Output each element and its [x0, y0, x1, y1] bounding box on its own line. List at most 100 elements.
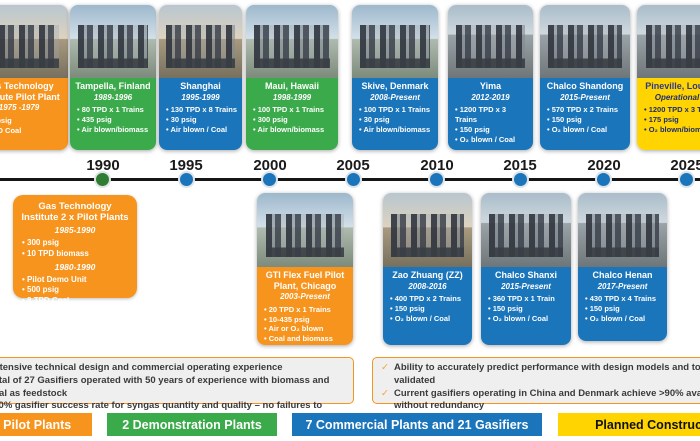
plant-spec: 400 TPD x 2 Trains [388, 294, 467, 304]
plant-spec: 435 psig [75, 115, 151, 125]
timeline-year: 2005 [336, 157, 370, 174]
plant-dates: 1989-1996 [93, 92, 133, 102]
plant-spec: Pilot Demo Unit [20, 275, 130, 286]
plant-name: Gas Technology Institute Pilot Plant [0, 81, 60, 102]
plant-name: Gas Technology Institute 2 x Pilot Plant… [21, 201, 129, 224]
plant-card-gti-2x-pilot: Gas Technology Institute 2 x Pilot Plant… [13, 195, 137, 305]
timeline-year: 2025 [670, 157, 700, 174]
plant-spec: O₂ blown/biomass [642, 125, 700, 135]
plant-spec: 300 psig [251, 115, 333, 125]
plant-spec: 8 TPD Coal [0, 126, 63, 136]
plant-card-gti-pilot: Gas Technology Institute Pilot Plant 197… [0, 5, 68, 150]
timeline-year: 2010 [420, 157, 454, 174]
plant-photo [481, 193, 571, 267]
timeline-dot-2000 [261, 171, 278, 188]
plant-card-zao-zhuang: Zao Zhuang (ZZ) 2008-2016 400 TPD x 2 Tr… [383, 193, 472, 345]
plant-photo [246, 5, 338, 78]
plant-spec: 80 TPD x 1 Trains [75, 105, 151, 115]
plant-spec: 430 TPD x 4 Trains [583, 294, 662, 304]
plant-spec: 30 psig [357, 115, 433, 125]
plant-dates: 2008-Present [370, 92, 420, 102]
plant-spec: 150 psig [583, 304, 662, 314]
plant-photo [257, 193, 353, 267]
note-line: ✓ Ability to accurately predict performa… [381, 362, 700, 388]
plant-dates: Operational 2021 [654, 92, 700, 102]
plant-dates: 2012-2019 [471, 92, 510, 102]
plant-spec: 570 TPD x 2 Trains [545, 105, 625, 115]
timeline-dot-2020 [595, 171, 612, 188]
plant-name: Tampella, Finland [75, 81, 151, 91]
plant-spec: 1200 TPD x 3 Trains [453, 105, 528, 125]
plant-spec: 360 TPD x 1 Train [486, 294, 566, 304]
plant-dates: 1975 -1979 [0, 103, 40, 113]
legend-demonstration-plants: 2 Demonstration Plants [107, 413, 277, 436]
plant-name: Chalco Henan [592, 270, 653, 280]
plant-spec: Coal and biomass [262, 334, 348, 344]
timeline-dot-2010 [428, 171, 445, 188]
plant-spec: 8 TPD Coal [20, 296, 130, 307]
plant-card-shanghai: Shanghai 1995-1999 130 TPD x 8 Trains 30… [159, 5, 242, 150]
legend-planned-construction: Planned Construction [558, 413, 700, 436]
plant-photo [352, 5, 438, 78]
plant-card-gti-flex-fuel: GTI Flex Fuel Pilot Plant, Chicago 2003-… [257, 193, 353, 345]
plant-dates: 2015-Present [560, 92, 610, 102]
plant-spec: 100 TPD x 1 Trains [357, 105, 433, 115]
plant-spec: 30 psig [164, 115, 237, 125]
plant-spec: 175 psig [642, 115, 700, 125]
plant-dates: 2003-Present [280, 292, 330, 302]
plant-dates: 1995-1999 [181, 92, 220, 102]
plant-card-yima: Yima 2012-2019 1200 TPD x 3 Trains 150 p… [448, 5, 533, 150]
timeline-year: 2000 [253, 157, 287, 174]
timeline-dot-2025 [678, 171, 695, 188]
plant-card-pineville: Pineville, Louisiana Operational 2021 12… [637, 5, 700, 150]
legend-pilot-plants: 4 Pilot Plants [0, 413, 92, 436]
check-icon: ✓ [381, 387, 389, 399]
note-text: Extensive technical design and commercia… [0, 362, 283, 373]
plant-dates: 1985-1990 [54, 225, 96, 236]
plant-photo [0, 5, 68, 78]
plant-photo [448, 5, 533, 78]
plant-dates: 2017-Present [597, 281, 648, 291]
timeline-year: 2020 [587, 157, 621, 174]
note-text: Total of 27 Gasifiers operated with 50 y… [0, 374, 330, 399]
timeline-year: 2015 [503, 157, 537, 174]
plant-photo [159, 5, 242, 78]
plant-spec: 150 psig [453, 125, 528, 135]
plant-card-skive: Skive, Denmark 2008-Present 100 TPD x 1 … [352, 5, 438, 150]
plant-photo [637, 5, 700, 78]
plant-spec: 150 psig [545, 115, 625, 125]
plant-spec: 500 psig [20, 285, 130, 296]
plant-name: Shanghai [180, 81, 221, 91]
timeline-dot-2015 [512, 171, 529, 188]
timeline-year: 1995 [169, 157, 203, 174]
plant-name: Zao Zhuang (ZZ) [392, 270, 463, 280]
note-line: ✓ Extensive technical design and commerc… [0, 362, 345, 375]
plant-spec: O₂ blown / Coal [453, 135, 528, 145]
plant-spec: Air blown/biomass [75, 125, 151, 135]
plant-spec: O₂ blown / Coal [583, 314, 662, 324]
note-line: ✓ Total of 27 Gasifiers operated with 50… [0, 375, 345, 401]
plant-name: Chalco Shanxi [494, 270, 557, 280]
plant-spec: 300 psig [20, 238, 130, 249]
plant-name: Chalco Shandong [546, 81, 624, 91]
plant-spec: 1200 TPD x 3 Trains [642, 105, 700, 115]
plant-spec: O₂ blown / Coal [388, 314, 467, 324]
plant-spec: O₂ blown / Coal [486, 314, 566, 324]
timeline-dot-1995 [178, 171, 195, 188]
plant-name: Pineville, Louisiana [645, 81, 700, 91]
plant-spec: 150 psig [486, 304, 566, 314]
plant-name: Yima [479, 81, 502, 91]
plant-photo [540, 5, 630, 78]
plant-photo [70, 5, 156, 78]
plant-photo [383, 193, 472, 267]
plant-spec: O₂ blown / Coal [545, 125, 625, 135]
legend-commercial-plants: 7 Commercial Plants and 21 Gasifiers [292, 413, 542, 436]
check-icon: ✓ [381, 362, 389, 373]
plant-name: Maui, Hawaii [264, 81, 319, 91]
plant-spec: Air blown/biomass [357, 125, 433, 135]
plant-spec: Air or O₂ blown [262, 324, 348, 334]
plant-card-chalco-henan: Chalco Henan 2017-Present 430 TPD x 4 Tr… [578, 193, 667, 341]
plant-spec: 100 TPD x 1 Trains [251, 105, 333, 115]
plant-spec: 300 psig [0, 116, 63, 126]
